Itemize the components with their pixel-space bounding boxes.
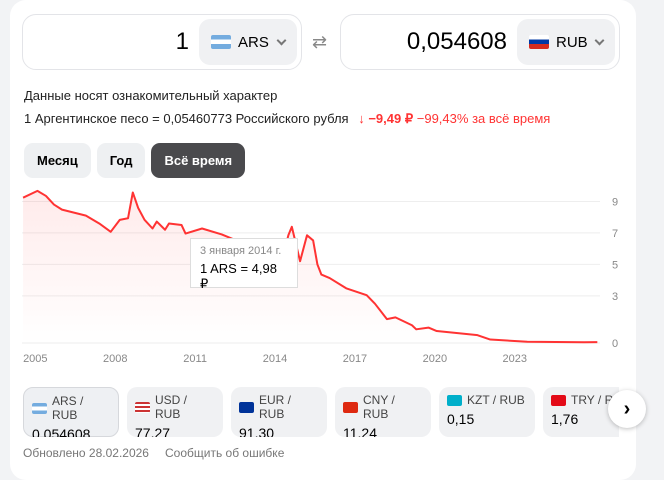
chart-area	[23, 190, 598, 343]
change-period: за всё время	[472, 111, 551, 126]
to-currency-select[interactable]: RUB	[517, 19, 615, 65]
argentina-flag-icon	[211, 35, 231, 49]
change-abs: −9,49 ₽	[368, 111, 414, 126]
rate-text: 1 Аргентинское песо = 0,05460773 Российс…	[24, 111, 349, 126]
pair-label: KZT / RUB	[467, 393, 525, 407]
period-tabs: Месяц Год Всё время	[24, 143, 246, 178]
currency-pair-tr[interactable]: TRY / RUB 1,76	[543, 387, 619, 437]
currency-pairs-list: ARS / RUB 0,054608 USD / RUB 77,27 EUR / RUB…	[23, 387, 619, 437]
y-tick-label: 7	[612, 228, 618, 240]
to-currency-label: RUB	[556, 33, 588, 51]
pair-rate: 0,15	[447, 411, 475, 427]
pair-name: EUR / RUB	[239, 393, 319, 421]
pair-label: CNY / RUB	[363, 393, 395, 421]
pair-rate: 0,054608	[32, 426, 91, 437]
tab-year[interactable]: Год	[96, 143, 146, 178]
swap-icon[interactable]: ⇄	[312, 32, 328, 52]
updated-date: Обновлено 28.02.2026	[23, 446, 149, 460]
x-tick-label: 2023	[503, 353, 527, 365]
x-tick-label: 2008	[103, 353, 127, 365]
tooltip-value: 1 ARS = 4,98 ₽	[200, 261, 277, 291]
report-error-link[interactable]: Сообщить об ошибке	[165, 446, 285, 460]
pair-rate: 77,27	[135, 425, 171, 437]
currency-pair-cn[interactable]: CNY / RUB 11,24	[335, 387, 431, 437]
from-amount-field[interactable]: 1 ARS	[22, 14, 302, 70]
tr-flag-icon	[551, 394, 566, 406]
x-tick-label: 2020	[423, 353, 447, 365]
pair-label: TRY / RUB	[571, 393, 619, 407]
pair-label: USD / RUB	[155, 393, 188, 421]
pair-rate: 1,76	[551, 411, 579, 427]
ar-flag-icon	[32, 402, 47, 414]
cn-flag-icon	[343, 401, 358, 413]
x-tick-label: 2011	[183, 353, 207, 365]
currency-pair-eu[interactable]: EUR / RUB 91,30	[231, 387, 327, 437]
chart-tooltip: 3 января 2014 г. 1 ARS = 4,98 ₽	[190, 238, 298, 291]
next-arrow-button[interactable]: ›	[608, 390, 646, 428]
from-currency-label: ARS	[238, 33, 269, 51]
from-currency-select[interactable]: ARS	[199, 19, 297, 65]
pair-name: USD / RUB	[135, 393, 215, 421]
chevron-down-icon	[276, 35, 287, 45]
rate-chart[interactable]: 9 7 5 3 0 2005 2008 2011 2014 2017 2020 2023	[0, 180, 664, 370]
russia-flag-icon	[529, 35, 549, 49]
kz-flag-icon	[447, 394, 462, 406]
pair-name: TRY / RUB	[551, 393, 619, 407]
x-tick-label: 2014	[263, 353, 287, 365]
arrow-down-icon: ↓	[358, 111, 365, 126]
currency-pair-kz[interactable]: KZT / RUB 0,15	[439, 387, 535, 437]
pair-name: ARS / RUB	[32, 394, 110, 422]
disclaimer: Данные носят ознакомительный характер	[24, 88, 278, 103]
y-tick-label: 5	[612, 259, 618, 271]
pair-rate: 91,30	[239, 425, 275, 437]
pair-name: CNY / RUB	[343, 393, 423, 421]
pair-name: KZT / RUB	[447, 393, 527, 407]
y-tick-label: 9	[612, 196, 618, 208]
y-tick-label: 3	[612, 291, 618, 303]
pair-rate: 11,24	[343, 425, 377, 437]
to-amount-input[interactable]: 0,054608	[406, 28, 507, 55]
tab-all-time[interactable]: Всё время	[151, 143, 246, 178]
currency-pair-ar[interactable]: ARS / RUB 0,054608	[23, 387, 119, 437]
currency-pair-us[interactable]: USD / RUB 77,27	[127, 387, 223, 437]
chevron-down-icon	[594, 35, 605, 45]
x-tick-label: 2017	[343, 353, 367, 365]
pair-label: ARS / RUB	[52, 394, 84, 422]
rate-line: 1 Аргентинское песо = 0,05460773 Российс…	[24, 111, 550, 127]
tab-month[interactable]: Месяц	[24, 143, 91, 178]
tooltip-date: 3 января 2014 г.	[200, 245, 282, 257]
y-tick-label: 0	[612, 338, 618, 350]
from-amount-input[interactable]: 1	[175, 28, 189, 55]
pair-label: EUR / RUB	[259, 393, 292, 421]
x-tick-label: 2005	[23, 353, 47, 365]
eu-flag-icon	[239, 401, 254, 413]
change-pct: −99,43%	[416, 111, 469, 126]
to-amount-field[interactable]: 0,054608 RUB	[340, 14, 620, 70]
us-flag-icon	[135, 401, 150, 413]
